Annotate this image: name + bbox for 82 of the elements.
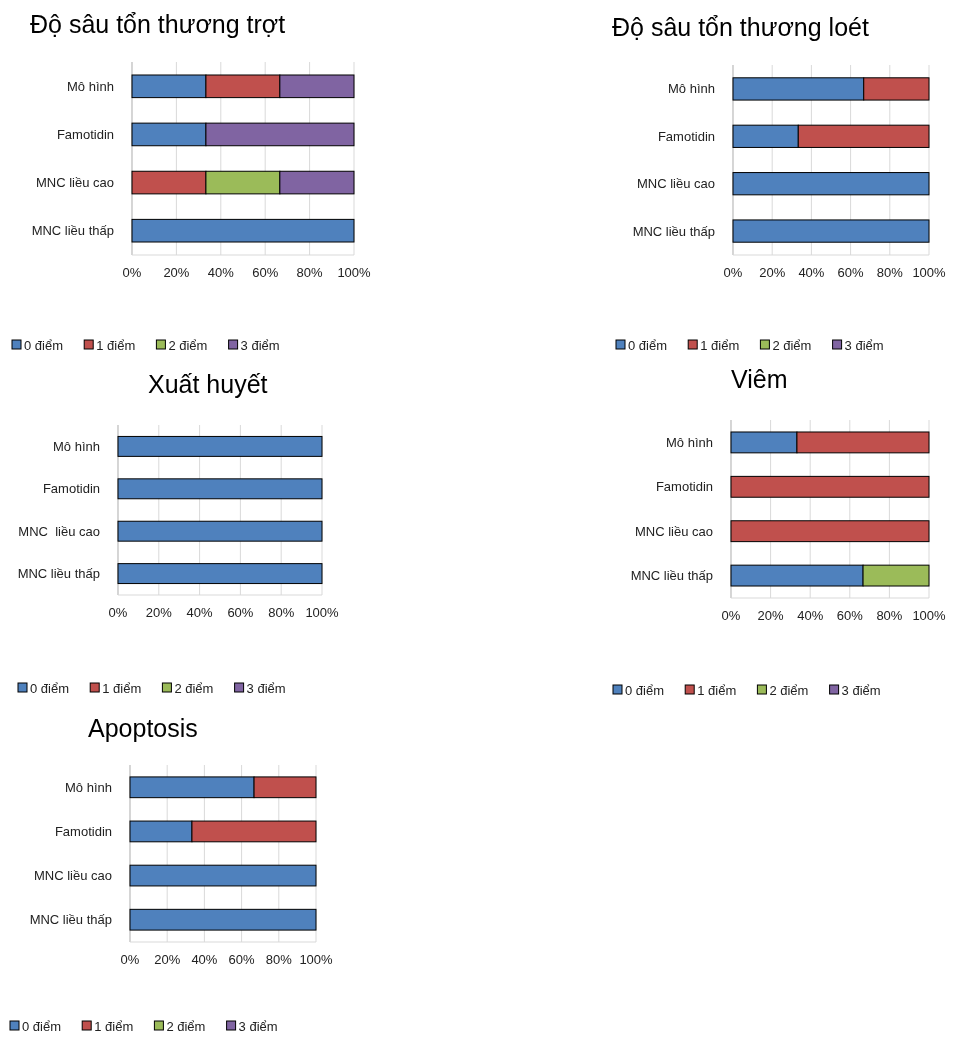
x-tick-label: 80% (876, 265, 904, 280)
x-tick-label: 40% (191, 952, 218, 967)
x-tick-label: 80% (268, 605, 295, 620)
y-tick-label: Mô hình (668, 81, 715, 97)
x-tick-label: 100% (912, 265, 947, 280)
y-tick-label: MNC liều cao (18, 523, 100, 539)
y-tick-label: Mô hình (666, 434, 713, 450)
y-tick-label: MNC liều thấp (630, 568, 713, 584)
legend-label: 3 điểm (238, 1018, 278, 1034)
bar (730, 520, 930, 543)
x-tick-label: 40% (798, 265, 825, 280)
legend-label: 1 điểm (102, 680, 142, 696)
legend-label: 0 điểm (22, 1018, 62, 1034)
chart-title: Độ sâu tổn thương trợt (30, 10, 286, 38)
legend-label: 0 điểm (30, 680, 70, 696)
legend-label: 3 điểm (246, 680, 286, 696)
y-tick-label: MNC liều cao (634, 523, 713, 539)
x-tick-label: 0% (723, 265, 743, 280)
legend-label: 2 điểm (772, 337, 812, 353)
bar (732, 219, 930, 243)
x-tick-label: 60% (227, 605, 254, 620)
x-tick-label: 20% (154, 952, 181, 967)
x-tick-label: 0% (120, 952, 140, 967)
x-tick-label: 20% (759, 265, 786, 280)
y-tick-label: Famotidin (42, 481, 100, 497)
legend-label: 3 điểm (841, 682, 881, 698)
legend-label: 1 điểm (700, 337, 740, 353)
y-tick-label: Mô hình (53, 438, 100, 454)
y-tick-label: MNC liều thấp (31, 223, 114, 239)
y-tick-label: Mô hình (67, 78, 114, 94)
x-tick-label: 80% (876, 608, 903, 623)
legend-label: 0 điểm (24, 337, 64, 353)
x-tick-label: 100% (337, 265, 372, 280)
x-tick-label: 60% (228, 952, 256, 967)
x-tick-label: 20% (163, 265, 190, 280)
y-tick-label: MNC liều thấp (29, 912, 112, 928)
bar (732, 172, 930, 196)
x-tick-label: 60% (836, 608, 864, 623)
chart-title: Apoptosis (88, 714, 198, 742)
y-tick-label: Mô hình (65, 779, 112, 795)
legend-label: 0 điểm (628, 337, 668, 353)
bar (131, 218, 355, 243)
legend-label: 2 điểm (174, 680, 214, 696)
x-tick-label: 0% (108, 605, 128, 620)
x-tick-label: 100% (305, 605, 340, 620)
x-tick-label: 60% (252, 265, 279, 280)
bar (129, 908, 317, 931)
y-tick-label: Famotidin (54, 823, 112, 839)
legend-label: 0 điểm (625, 682, 665, 698)
y-tick-label: MNC liều cao (636, 176, 715, 192)
x-tick-label: 80% (296, 265, 324, 280)
bar (129, 864, 317, 887)
chart-title: Xuất huyết (148, 370, 268, 398)
chart-title: Độ sâu tổn thương loét (612, 13, 869, 41)
legend-label: 2 điểm (769, 682, 809, 698)
legend-label: 1 điểm (94, 1018, 134, 1034)
legend-label: 3 điểm (844, 337, 884, 353)
legend-label: 1 điểm (697, 682, 737, 698)
y-tick-label: MNC liều cao (33, 868, 112, 884)
x-tick-label: 100% (299, 952, 334, 967)
x-tick-label: 80% (265, 952, 293, 967)
chart-title: Viêm (731, 365, 788, 393)
legend-label: 2 điểm (168, 337, 208, 353)
y-tick-label: MNC liều cao (35, 175, 114, 191)
x-tick-label: 100% (912, 608, 947, 623)
y-tick-label: Famotidin (657, 128, 715, 144)
x-tick-label: 40% (207, 265, 235, 280)
x-tick-label: 60% (837, 265, 865, 280)
legend-label: 3 điểm (240, 337, 280, 353)
x-tick-label: 0% (721, 608, 741, 623)
y-tick-label: MNC liều thấp (17, 566, 100, 582)
y-tick-label: Famotidin (56, 126, 114, 142)
x-tick-label: 0% (122, 265, 142, 280)
legend-label: 2 điểm (166, 1018, 206, 1034)
legend-label: 1 điểm (96, 337, 136, 353)
x-tick-label: 20% (757, 608, 785, 623)
y-tick-label: MNC liều thấp (632, 223, 715, 239)
bar (730, 475, 930, 498)
x-tick-label: 20% (145, 605, 173, 620)
x-tick-label: 40% (186, 605, 214, 620)
y-tick-label: Famotidin (655, 479, 713, 495)
x-tick-label: 40% (797, 608, 824, 623)
